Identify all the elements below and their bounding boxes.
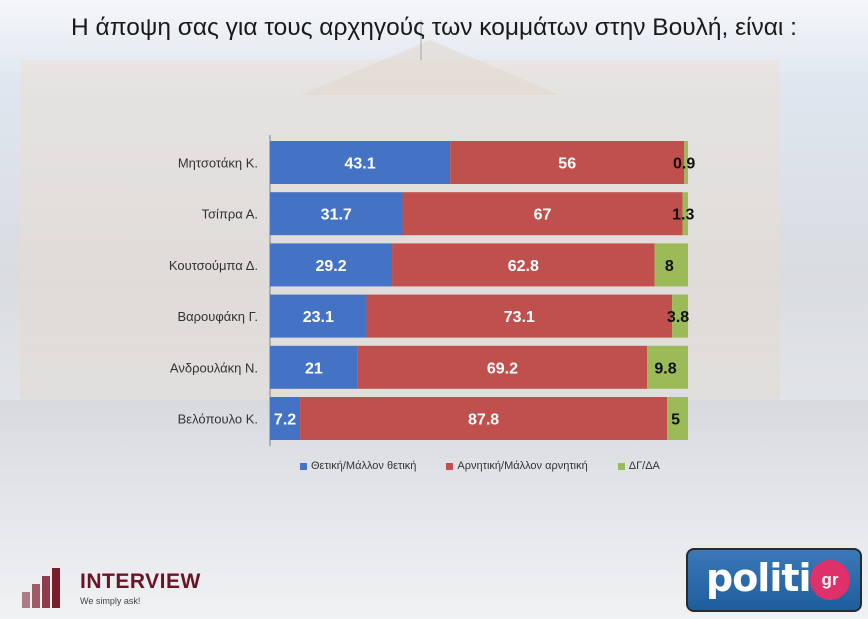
legend-swatch-positive [300, 462, 307, 470]
bar-segment-positive [270, 243, 393, 287]
legend-item-positive: Θετική/Μάλλον θετική [300, 460, 416, 472]
legend-swatch-negative [446, 462, 454, 470]
data-label-negative: 56 [558, 156, 576, 173]
bar-segment-negative [300, 397, 668, 440]
background-flagpole [420, 20, 422, 60]
bar-segment-negative [450, 141, 685, 184]
bar-segment-dk [654, 243, 688, 287]
bar-segment-positive [270, 397, 301, 440]
data-label-positive: 7.2 [274, 412, 296, 429]
interview-logo-tagline: We simply ask! [80, 596, 141, 606]
data-label-dk: 0.9 [673, 156, 695, 173]
interview-logo-name: INTERVIEW [80, 570, 201, 593]
category-label: Κουτσούμπα Δ. [169, 258, 258, 273]
politic-logo: politic gr [686, 548, 862, 612]
bar-segment-positive [270, 141, 451, 184]
category-label: Τσίπρα Α. [202, 207, 258, 222]
bar-segment-dk [682, 192, 688, 236]
data-label-negative: 87.8 [468, 412, 499, 429]
data-label-negative: 73.1 [504, 309, 535, 326]
data-label-positive: 23.1 [303, 309, 334, 326]
legend-label-negative: Αρνητική/Μάλλον αρνητική [457, 460, 588, 472]
data-label-positive: 31.7 [321, 207, 352, 224]
bar-segment-dk [667, 397, 688, 440]
bar-segment-positive [270, 345, 358, 389]
interview-logo: INTERVIEW We simply ask! [22, 566, 222, 612]
bar-segment-positive [270, 192, 403, 236]
data-label-dk: 3.8 [667, 309, 689, 326]
chart-legend: Θετική/Μάλλον θετική Αρνητική/Μάλλον αρν… [300, 460, 660, 472]
chart-title: Η άποψη σας για τους αρχηγούς των κομμάτ… [71, 14, 797, 41]
data-label-dk: 5 [671, 412, 680, 429]
background-pediment [300, 40, 560, 95]
data-label-dk: 9.8 [654, 360, 676, 377]
category-label: Βελόπουλο Κ. [178, 412, 258, 427]
bar-segment-negative [402, 192, 683, 236]
data-label-negative: 69.2 [487, 360, 518, 377]
legend-item-dk: ΔΓ/ΔΑ [617, 460, 660, 472]
bar-segment-dk [672, 294, 688, 338]
legend-label-positive: Θετική/Μάλλον θετική [311, 460, 417, 472]
bar-segment-negative [366, 294, 673, 338]
data-label-dk: 1.3 [672, 207, 694, 224]
bar-segment-dk [647, 345, 688, 389]
data-label-positive: 43.1 [345, 156, 376, 173]
category-label: Βαρουφάκη Γ. [177, 309, 258, 324]
data-label-negative: 62.8 [508, 258, 539, 275]
data-label-positive: 21 [305, 360, 323, 377]
data-label-negative: 67 [534, 207, 552, 224]
category-label: Ανδρουλάκη Ν. [170, 360, 258, 375]
politic-logo-suffix: gr [810, 560, 850, 600]
bar-segment-negative [357, 345, 648, 389]
legend-label-dk: ΔΓ/ΔΑ [628, 460, 660, 472]
legend-swatch-dk [617, 462, 625, 470]
bar-segment-dk [684, 141, 688, 184]
data-label-dk: 8 [665, 258, 674, 275]
interview-logo-icon [22, 568, 70, 608]
legend-item-negative: Αρνητική/Μάλλον αρνητική [446, 460, 588, 472]
data-label-positive: 29.2 [315, 258, 346, 275]
category-label: Μητσοτάκη Κ. [178, 156, 258, 171]
bar-segment-negative [392, 243, 655, 287]
bar-segment-positive [270, 294, 367, 338]
